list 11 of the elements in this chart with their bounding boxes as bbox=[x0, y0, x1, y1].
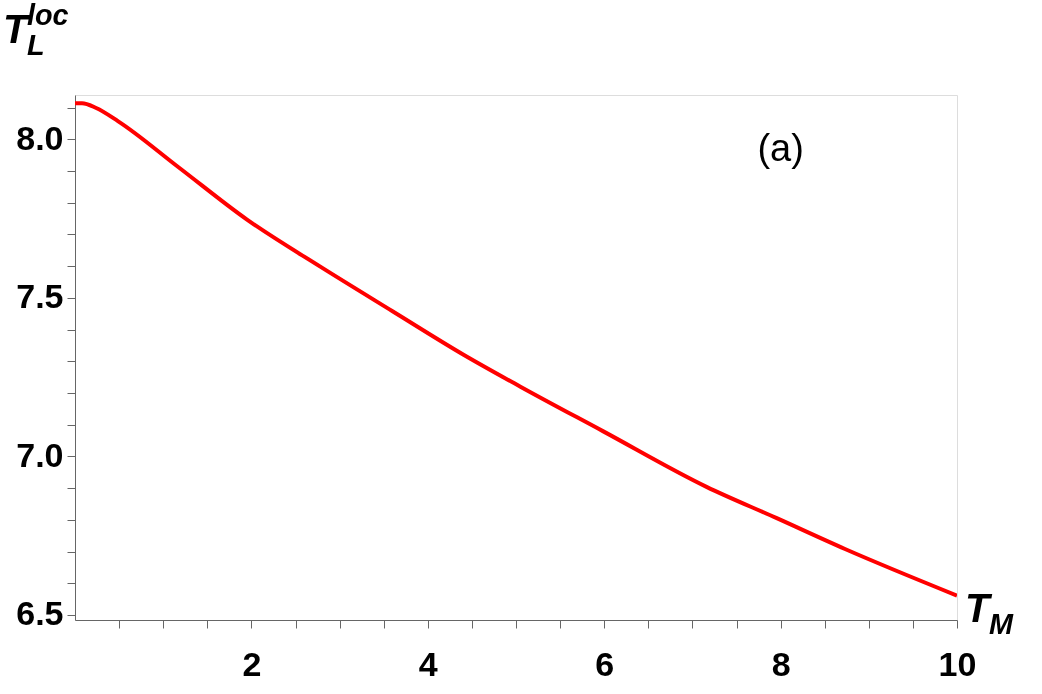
x-tick-label: 8 bbox=[771, 644, 791, 683]
y-tick-label: 7.5 bbox=[16, 277, 64, 316]
x-tick-label: 6 bbox=[595, 644, 615, 683]
x-tick-label: 2 bbox=[242, 644, 262, 683]
y-tick-label: 8.0 bbox=[16, 118, 64, 157]
annotation: (a) bbox=[757, 127, 804, 169]
x-tick-label: 10 bbox=[938, 644, 977, 683]
x-tick-label: 4 bbox=[418, 644, 438, 683]
line-series bbox=[75, 101, 957, 598]
y-tick-label: 6.5 bbox=[16, 594, 64, 633]
y-tick-label: 7.0 bbox=[16, 435, 64, 474]
